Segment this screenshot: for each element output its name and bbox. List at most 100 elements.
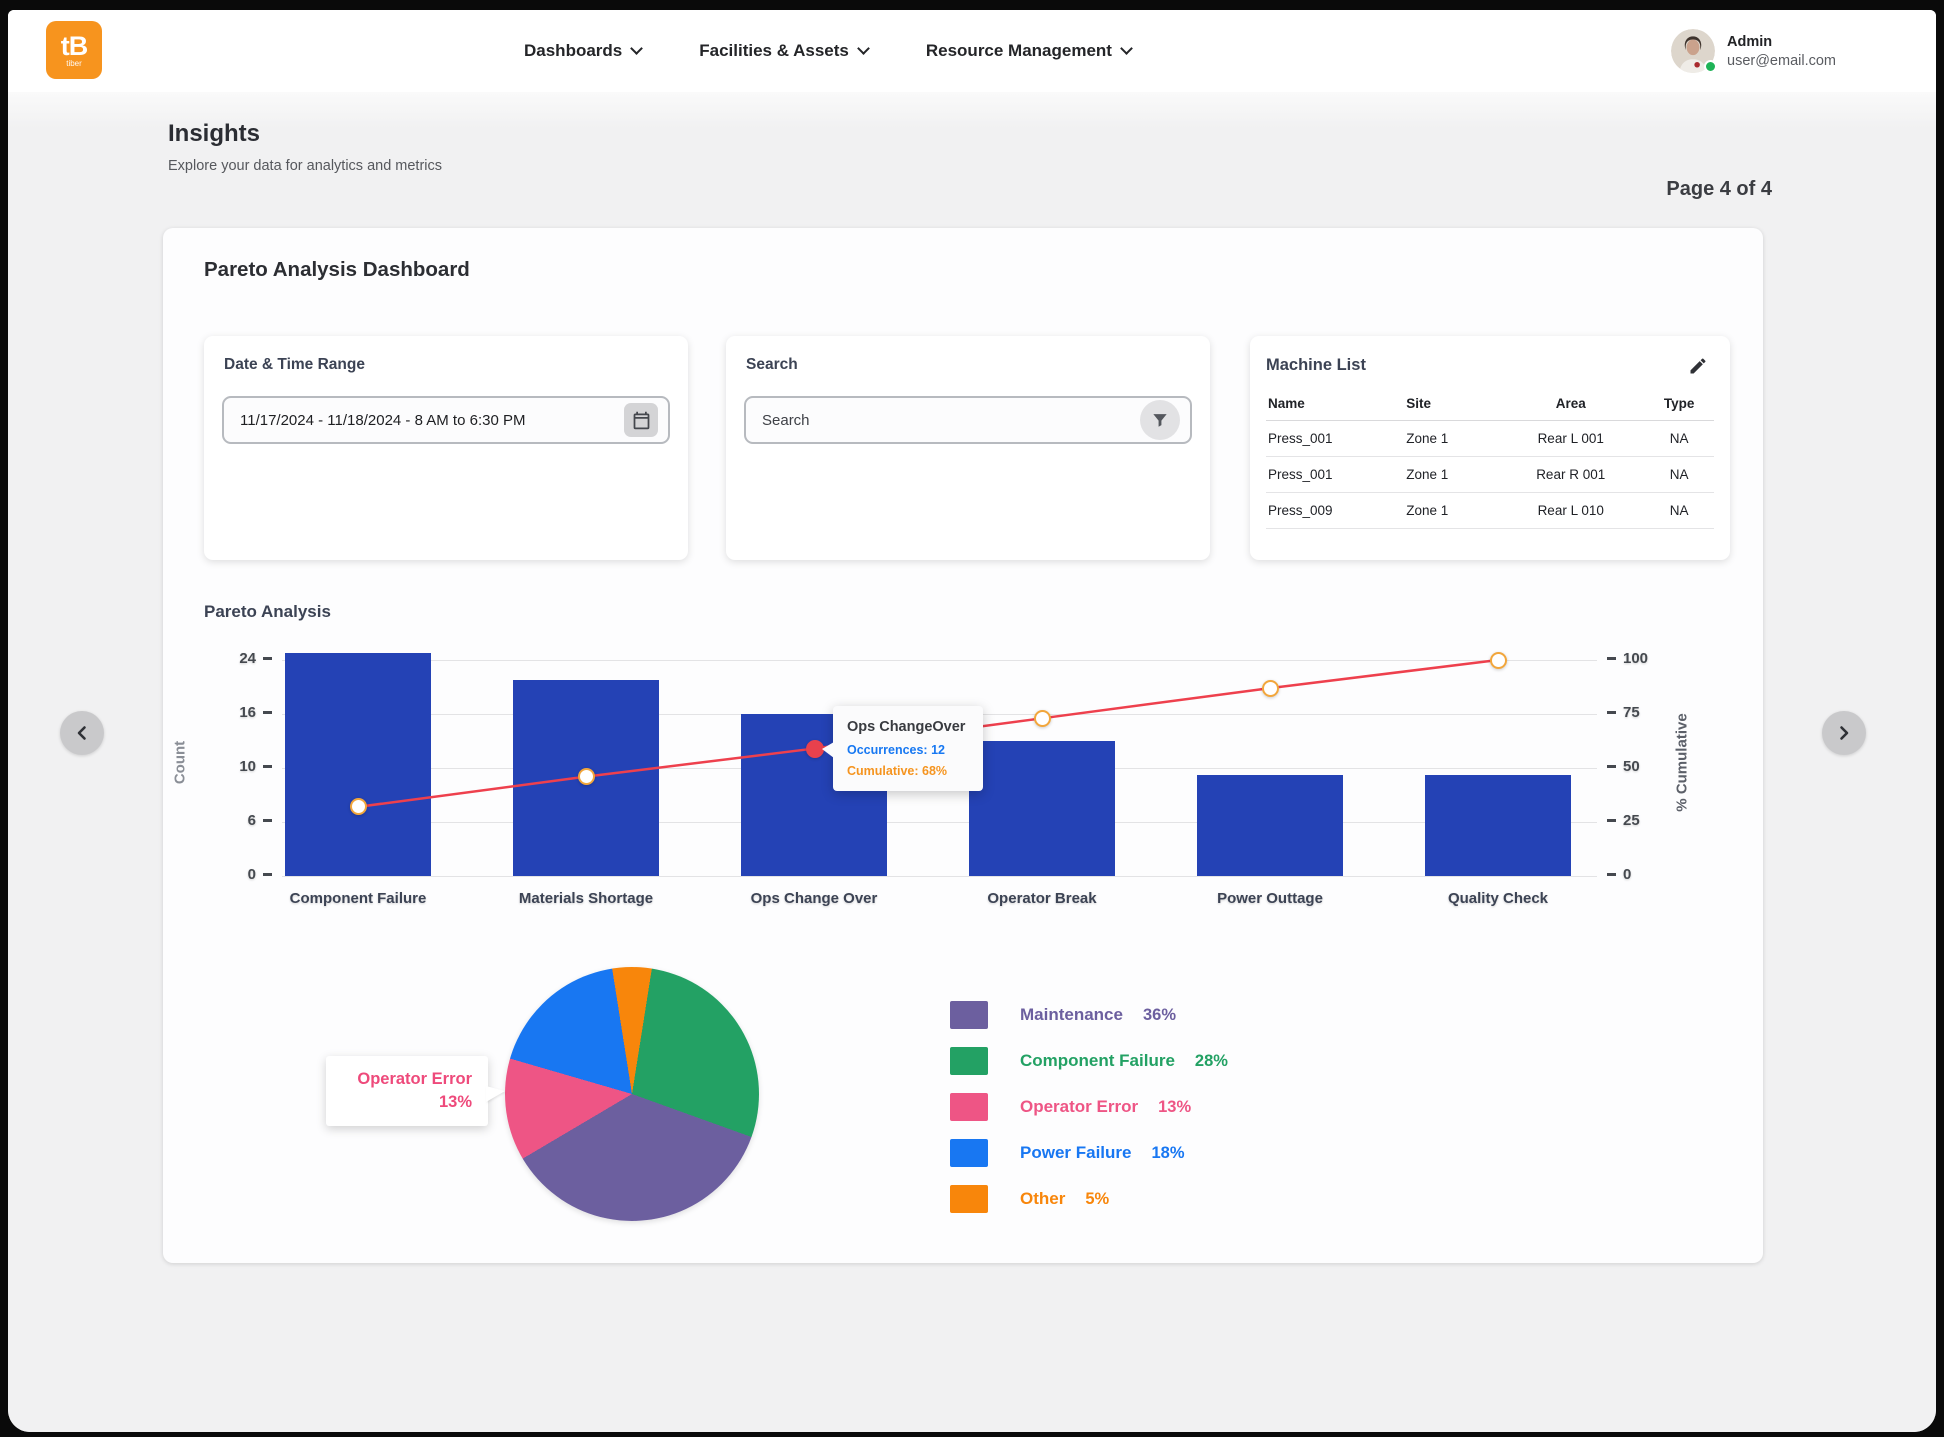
y-axis-tick-right: 25 [1607, 812, 1640, 829]
legend-item-component-failure[interactable]: Component Failure 28% [950, 1046, 1228, 1076]
line-marker[interactable] [1261, 679, 1279, 697]
line-marker[interactable] [577, 768, 595, 786]
table-cell: NA [1644, 456, 1714, 493]
legend-value: 13% [1158, 1097, 1192, 1116]
category-label: Operator Break [987, 890, 1097, 907]
chart-tooltip: Ops ChangeOver Occurrences: 12 Cumulativ… [822, 706, 983, 791]
search-input[interactable] [762, 411, 1140, 429]
nav-item-facilities-assets[interactable]: Facilities & Assets [699, 41, 870, 61]
table-cell: Zone 1 [1404, 492, 1498, 529]
table-cell: Press_001 [1266, 456, 1405, 493]
line-marker[interactable] [1033, 709, 1051, 727]
category-label: Ops Change Over [750, 890, 878, 907]
line-marker[interactable] [349, 798, 367, 816]
calendar-icon [633, 411, 649, 429]
line-marker[interactable] [805, 740, 824, 759]
y-axis-tick-left: 6 [248, 812, 272, 829]
user-email: user@email.com [1727, 52, 1836, 69]
y-axis-tick-left: 10 [239, 758, 272, 775]
tooltip-cumulative: Cumulative: 68% [847, 764, 948, 778]
search-field [744, 396, 1192, 444]
calendar-button[interactable] [624, 403, 658, 437]
edit-machine-list-button[interactable] [1684, 352, 1712, 380]
nav-item-label: Dashboards [524, 41, 623, 60]
machine-col-type: Type [1644, 388, 1714, 421]
pareto-bar[interactable] [969, 741, 1115, 876]
tick-mark [1607, 819, 1616, 822]
tick-mark [1607, 711, 1616, 714]
tick-mark [263, 873, 272, 876]
pencil-icon [1690, 358, 1706, 374]
table-row[interactable]: Press_001 Zone 1 Rear L 001 NA [1266, 420, 1714, 457]
table-row[interactable]: Press_009 Zone 1 Rear L 010 NA [1266, 492, 1714, 529]
legend-item-operator-error[interactable]: Operator Error 13% [950, 1092, 1228, 1122]
legend-item-maintenance[interactable]: Maintenance 36% [950, 1000, 1228, 1030]
table-row[interactable]: Press_001 Zone 1 Rear R 001 NA [1266, 456, 1714, 493]
tick-mark [263, 657, 272, 660]
dashboard-title: Pareto Analysis Dashboard [204, 258, 470, 281]
pie-callout-label: Operator Error [357, 1070, 472, 1088]
avatar[interactable] [1671, 29, 1717, 73]
pie-callout-value: 13% [438, 1093, 472, 1111]
legend-value: 36% [1142, 1005, 1177, 1024]
chevron-down-icon [630, 42, 644, 55]
table-cell: Zone 1 [1404, 420, 1498, 457]
legend-swatch [950, 1047, 988, 1075]
online-status-dot [1704, 60, 1717, 73]
y-axis-label-left: Count [171, 740, 189, 785]
pie-callout: Operator Error 13% [326, 1056, 488, 1126]
page-subtitle: Explore your data for analytics and metr… [168, 158, 443, 174]
legend-swatch [950, 1001, 988, 1029]
chevron-right-icon [1840, 726, 1849, 740]
tick-mark [1607, 657, 1616, 660]
datetime-range-field[interactable]: 11/17/2024 - 11/18/2024 - 8 AM to 6:30 P… [222, 396, 670, 444]
tick-label: 100 [1623, 650, 1649, 667]
pareto-bar[interactable] [285, 653, 431, 876]
pareto-bar[interactable] [1197, 774, 1343, 876]
pareto-section-title: Pareto Analysis [204, 602, 331, 621]
filter-button[interactable] [1140, 400, 1180, 440]
machine-col-name: Name [1266, 388, 1405, 421]
y-axis-tick-right: 75 [1607, 704, 1640, 721]
tick-label: 0 [1623, 866, 1632, 883]
table-cell: Rear R 001 [1497, 456, 1645, 493]
search-card: Search [726, 336, 1210, 560]
page-title: Insights [168, 120, 261, 147]
y-axis-tick-left: 0 [248, 866, 272, 883]
main-nav: Dashboards Facilities & Assets Resource Ma… [524, 10, 1133, 92]
page-indicator: Page 4 of 4 [1666, 178, 1772, 200]
user-menu[interactable]: Admin user@email.com [1671, 10, 1836, 92]
table-cell: Rear L 010 [1497, 492, 1645, 529]
tooltip-title: Ops ChangeOver [847, 719, 966, 735]
y-axis-tick-right: 100 [1607, 650, 1648, 667]
tick-mark [1607, 765, 1616, 768]
logo-text: tB [60, 30, 88, 61]
carousel-next-button[interactable] [1822, 711, 1866, 755]
legend-item-other[interactable]: Other 5% [950, 1184, 1228, 1214]
nav-item-dashboards[interactable]: Dashboards [524, 41, 644, 61]
y-axis-tick-right: 50 [1607, 758, 1640, 775]
app-header: tB tiber Dashboards Facilities & Assets Re… [8, 10, 1936, 92]
y-axis-tick-left: 16 [239, 704, 272, 721]
legend-swatch [950, 1185, 988, 1213]
y-axis-tick-right: 0 [1607, 866, 1631, 883]
chevron-down-icon [1120, 42, 1133, 55]
pie-chart[interactable] [505, 967, 759, 1221]
brand-logo[interactable]: tB tiber [46, 21, 102, 79]
nav-item-resource-management[interactable]: Resource Management [925, 41, 1133, 61]
nav-item-label: Resource Management [925, 41, 1112, 60]
tooltip-occurrences: Occurrences: 12 [847, 743, 945, 757]
tick-label: 0 [247, 866, 256, 883]
pareto-bar[interactable] [1425, 774, 1571, 876]
chevron-left-icon [77, 726, 86, 740]
gridline [282, 822, 1597, 823]
filter-funnel-icon [1153, 414, 1167, 427]
table-cell: Zone 1 [1404, 456, 1498, 493]
carousel-prev-button[interactable] [60, 711, 104, 755]
tick-label: 24 [239, 650, 256, 667]
datetime-range-card: Date & Time Range 11/17/2024 - 11/18/202… [204, 336, 688, 560]
table-cell: NA [1644, 492, 1714, 529]
user-name: Admin [1727, 33, 1773, 50]
legend-item-power-failure[interactable]: Power Failure 18% [950, 1138, 1228, 1168]
line-marker[interactable] [1489, 651, 1507, 669]
